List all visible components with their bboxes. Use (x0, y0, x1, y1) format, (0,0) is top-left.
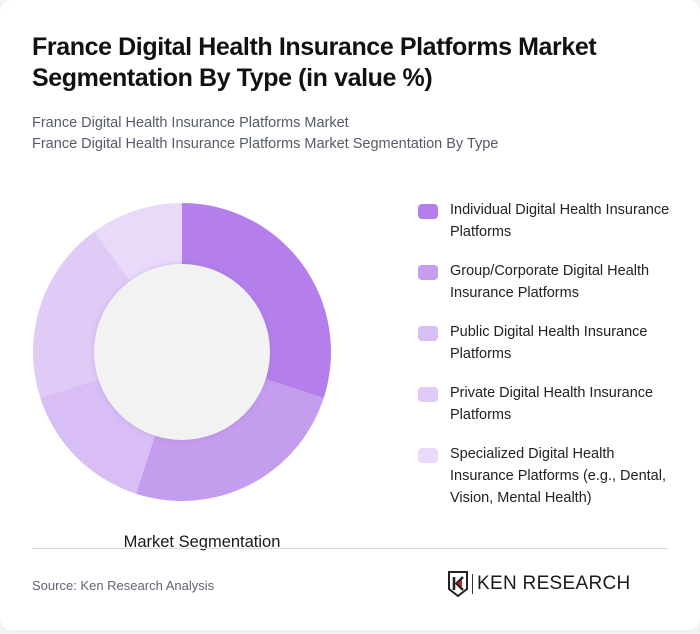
ken-research-logo: KEN RESEARCH (447, 571, 631, 597)
donut-slice[interactable] (135, 378, 324, 501)
legend-item[interactable]: Individual Digital Health Insurance Plat… (418, 199, 678, 260)
donut-slice[interactable] (40, 378, 156, 494)
legend-item[interactable]: Specialized Digital Health Insurance Pla… (418, 443, 678, 506)
donut-slice[interactable] (32, 231, 132, 399)
legend: Individual Digital Health Insurance Plat… (418, 199, 678, 506)
subtitle: France Digital Health Insurance Platform… (32, 113, 498, 155)
source-text: Source: Ken Research Analysis (32, 578, 215, 593)
donut-chart: Market Segmentation (20, 190, 350, 551)
donut-slice[interactable] (94, 203, 182, 283)
center-label: Market Segmentation (123, 532, 281, 551)
logo-text: KEN RESEARCH (477, 573, 631, 594)
legend-item[interactable]: Private Digital Health Insurance Platfor… (418, 382, 678, 443)
legend-label: Public Digital Health Insurance Platform… (450, 324, 648, 362)
ken-research-logo-icon (448, 571, 468, 597)
legend-swatch (418, 204, 438, 219)
subtitle-line-2: France Digital Health Insurance Platform… (32, 136, 499, 152)
legend-swatch (418, 265, 438, 280)
legend-swatch (418, 326, 438, 341)
logo-separator (472, 574, 473, 594)
donut-svg (32, 203, 332, 501)
footer-divider (32, 548, 668, 549)
subtitle-line-1: France Digital Health Insurance Platform… (32, 115, 349, 131)
legend-item[interactable]: Group/Corporate Digital Health Insurance… (418, 260, 678, 321)
legend-label: Specialized Digital Health Insurance Pla… (450, 446, 666, 506)
legend-label: Individual Digital Health Insurance Plat… (450, 202, 670, 240)
legend-label: Private Digital Health Insurance Platfor… (450, 385, 654, 423)
page-title: France Digital Health Insurance Platform… (32, 33, 597, 92)
legend-item[interactable]: Public Digital Health Insurance Platform… (418, 321, 678, 382)
donut-hole (94, 264, 270, 440)
legend-swatch (418, 387, 438, 402)
legend-swatch (418, 448, 438, 463)
legend-label: Group/Corporate Digital Health Insurance… (450, 263, 650, 301)
donut-slice[interactable] (182, 203, 332, 399)
